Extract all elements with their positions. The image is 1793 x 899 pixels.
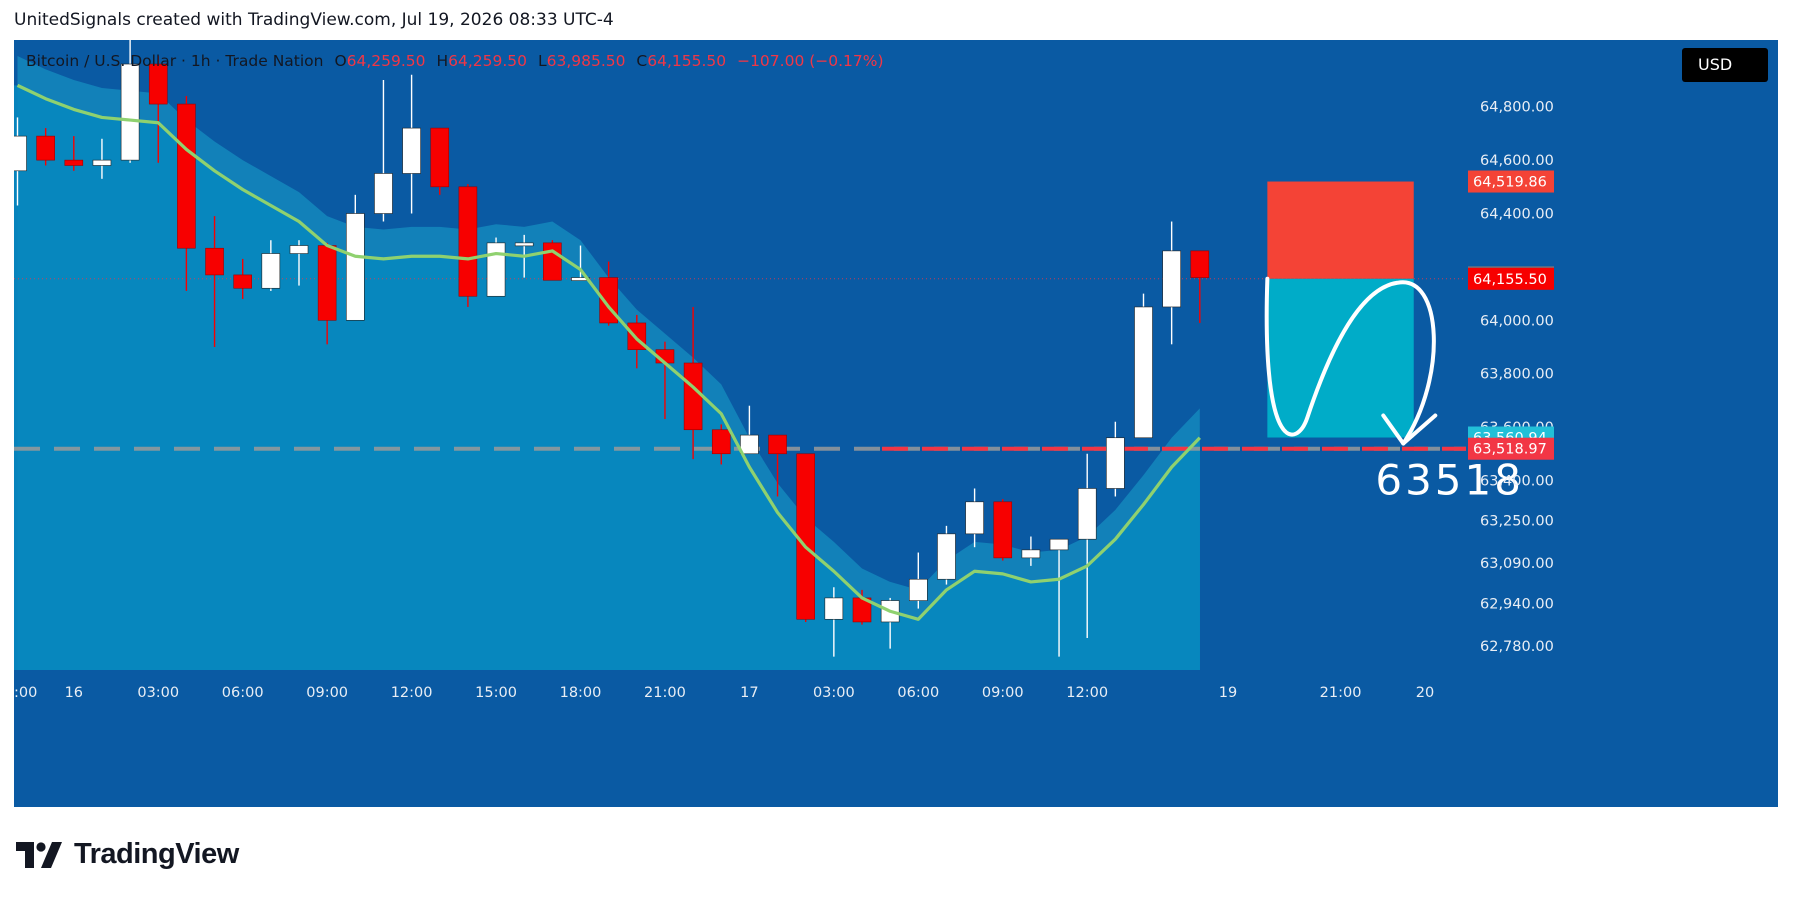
candle[interactable] [683, 362, 703, 431]
y-tick-label: 63,090.00 [1480, 556, 1554, 572]
x-tick-label: 12:00 [391, 685, 433, 701]
tradingview-brand[interactable]: TradingView [16, 838, 239, 871]
candle[interactable] [1021, 549, 1041, 559]
candle[interactable] [402, 127, 421, 174]
close-value: 64,155.50 [647, 52, 727, 70]
candle[interactable] [205, 247, 224, 276]
symbol-title[interactable]: Bitcoin / U.S. Dollar · 1h · Trade Natio… [26, 52, 324, 70]
candle[interactable] [543, 242, 562, 281]
stop-loss-zone[interactable] [1267, 181, 1414, 279]
change-value: −107.00 (−0.17%) [737, 52, 884, 70]
y-tick-label: 63,400.00 [1480, 473, 1554, 489]
price-chart[interactable]: 63518 64,800.00 64,600.00 64,400.00 64,000.0… [14, 40, 1778, 807]
brand-name: TradingView [74, 838, 239, 870]
x-tick-label: 17 [740, 685, 758, 701]
x-tick-label: 19 [1219, 685, 1237, 701]
x-tick-label: 09:00 [306, 685, 348, 701]
price-label-box [1468, 170, 1554, 193]
candle[interactable] [148, 63, 168, 105]
candle[interactable] [1162, 250, 1181, 308]
candle[interactable] [993, 501, 1013, 559]
candle[interactable] [374, 173, 393, 214]
close-label: C [636, 52, 648, 70]
candle[interactable] [1134, 306, 1153, 439]
candle[interactable] [36, 135, 55, 161]
tradingview-logo-icon [16, 841, 62, 868]
take-profit-zone[interactable] [1267, 278, 1414, 438]
candle[interactable] [92, 159, 112, 166]
x-tick-label: 03:00 [137, 685, 179, 701]
candle[interactable] [937, 533, 956, 580]
x-tick-label: 03:00 [813, 685, 855, 701]
low-label: L [537, 52, 547, 70]
candle[interactable] [14, 135, 27, 172]
open-value: 64,259.50 [346, 52, 426, 70]
x-tick-label: :00 [14, 685, 37, 701]
candle[interactable] [965, 501, 984, 535]
candle[interactable] [261, 253, 281, 289]
price-label-text: 64,519.86 [1473, 175, 1547, 191]
y-tick-label: 62,780.00 [1480, 639, 1554, 655]
chart-frame[interactable]: 63518 64,800.00 64,600.00 64,400.00 64,000.0… [14, 40, 1778, 807]
forecast-path [1264, 276, 1436, 446]
candle[interactable] [768, 434, 787, 455]
candle[interactable] [345, 213, 365, 321]
low-value: 63,985.50 [546, 52, 626, 70]
ma-fill-area [14, 85, 1204, 671]
ohlc-legend: Bitcoin / U.S. Dollar · 1h · Trade Natio… [26, 52, 884, 70]
time-axis-strip [14, 670, 1778, 807]
candle[interactable] [458, 186, 478, 297]
candle[interactable] [711, 429, 731, 455]
candle[interactable] [796, 453, 816, 620]
chart-header: UnitedSignals created with TradingView.c… [14, 10, 614, 30]
price-label-text: 63,518.97 [1473, 442, 1547, 458]
candle[interactable] [289, 245, 309, 254]
candle[interactable] [317, 245, 337, 321]
y-tick-label: 64,600.00 [1480, 153, 1554, 169]
x-tick-label: 21:00 [644, 685, 686, 701]
target-price-label: 63518 [1375, 456, 1524, 505]
y-tick-label: 64,000.00 [1480, 313, 1554, 329]
price-label-text: 64,155.50 [1473, 272, 1547, 288]
high-label: H [436, 52, 449, 70]
price-label-box [1468, 267, 1554, 290]
candle[interactable] [514, 242, 534, 247]
x-tick-label: 18:00 [560, 685, 602, 701]
candle[interactable] [740, 434, 759, 455]
candle[interactable] [1077, 488, 1097, 540]
candle[interactable] [824, 597, 844, 620]
candle[interactable] [486, 242, 506, 297]
currency-button[interactable]: USD [1682, 48, 1768, 82]
x-tick-label: 20 [1416, 685, 1434, 701]
moving-average-line [16, 83, 1201, 621]
x-tick-label: 21:00 [1320, 685, 1362, 701]
candle[interactable] [177, 103, 196, 249]
y-tick-label: 64,800.00 [1480, 100, 1554, 116]
x-tick-label: 06:00 [222, 685, 264, 701]
y-tick-label: 64,400.00 [1480, 207, 1554, 223]
forecast-arrow-icon [1381, 413, 1438, 446]
candle[interactable] [120, 63, 140, 161]
open-label: O [334, 52, 347, 70]
price-label-box [1468, 437, 1554, 460]
candle[interactable] [233, 274, 252, 289]
x-tick-label: 09:00 [982, 685, 1024, 701]
x-tick-label: 06:00 [897, 685, 939, 701]
y-tick-label: 63,250.00 [1480, 514, 1554, 530]
candle[interactable] [908, 578, 928, 601]
x-tick-label: 16 [65, 685, 83, 701]
y-tick-label: 63,800.00 [1480, 367, 1554, 383]
x-tick-label: 15:00 [475, 685, 517, 701]
y-tick-label: 62,940.00 [1480, 596, 1554, 612]
candle[interactable] [1049, 538, 1069, 551]
high-value: 64,259.50 [448, 52, 528, 70]
candle[interactable] [64, 159, 84, 166]
candle[interactable] [1190, 250, 1210, 278]
candle[interactable] [430, 127, 450, 188]
candle[interactable] [1106, 437, 1125, 489]
x-tick-label: 12:00 [1066, 685, 1108, 701]
